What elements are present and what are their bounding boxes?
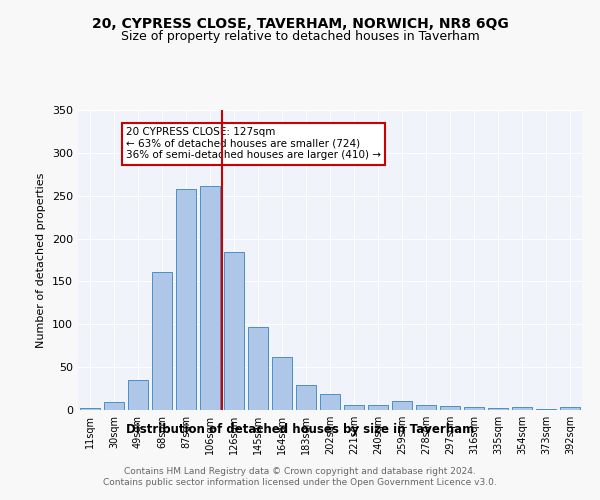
Bar xyxy=(248,327,268,410)
Bar xyxy=(272,357,292,410)
Text: 20 CYPRESS CLOSE: 127sqm
← 63% of detached houses are smaller (724)
36% of semi-: 20 CYPRESS CLOSE: 127sqm ← 63% of detach… xyxy=(126,127,381,160)
Bar xyxy=(104,402,124,410)
Bar xyxy=(560,408,580,410)
Bar xyxy=(440,406,460,410)
Bar xyxy=(512,408,532,410)
Bar xyxy=(344,405,364,410)
Bar xyxy=(296,385,316,410)
Bar xyxy=(464,406,484,410)
Bar xyxy=(152,272,172,410)
Y-axis label: Number of detached properties: Number of detached properties xyxy=(37,172,46,348)
Text: 20, CYPRESS CLOSE, TAVERHAM, NORWICH, NR8 6QG: 20, CYPRESS CLOSE, TAVERHAM, NORWICH, NR… xyxy=(92,18,508,32)
Text: Size of property relative to detached houses in Taverham: Size of property relative to detached ho… xyxy=(121,30,479,43)
Bar xyxy=(224,252,244,410)
Bar xyxy=(416,405,436,410)
Bar xyxy=(368,405,388,410)
Bar xyxy=(488,408,508,410)
Bar xyxy=(128,380,148,410)
Bar xyxy=(392,402,412,410)
Bar xyxy=(536,409,556,410)
Text: Distribution of detached houses by size in Taverham: Distribution of detached houses by size … xyxy=(126,422,474,436)
Bar xyxy=(176,189,196,410)
Bar xyxy=(200,186,220,410)
Bar xyxy=(320,394,340,410)
Bar xyxy=(80,408,100,410)
Text: Contains HM Land Registry data © Crown copyright and database right 2024.
Contai: Contains HM Land Registry data © Crown c… xyxy=(103,468,497,487)
